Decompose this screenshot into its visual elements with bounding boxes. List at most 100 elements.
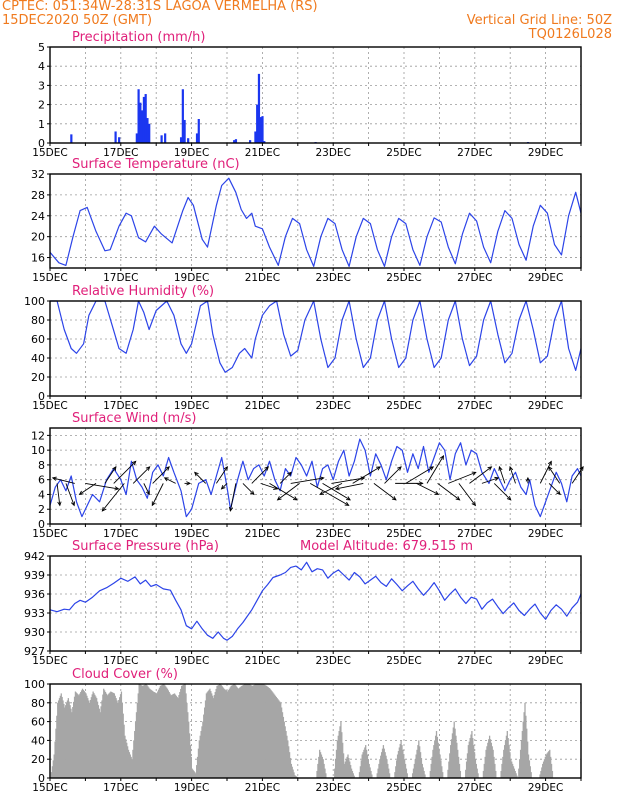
cloud-bar — [262, 684, 264, 778]
cloud-bar — [388, 768, 390, 778]
wind-arrow — [277, 483, 300, 501]
cloud-bar — [257, 684, 260, 778]
wind-arrow — [132, 466, 151, 484]
cloud-bar — [508, 745, 510, 778]
cloud-bar — [193, 770, 195, 778]
wind-arrow — [221, 483, 228, 490]
cloud-bar — [507, 738, 509, 778]
cloud-bar — [291, 766, 293, 778]
cloud-bar — [437, 742, 439, 778]
cloud-bar — [73, 701, 75, 778]
cloud-bar — [229, 687, 231, 778]
wind-arrow-head — [145, 466, 151, 471]
cloud-bar — [175, 695, 177, 778]
x-tick-label: 23DEC — [315, 272, 350, 284]
cloud-bar — [252, 685, 254, 778]
cloud-bar — [208, 689, 210, 778]
cloud-bar — [79, 693, 81, 778]
cloud-bar — [223, 688, 225, 778]
cloud-bar — [490, 742, 493, 778]
y-tick-label: 80 — [31, 697, 45, 710]
cloud-bar — [341, 732, 343, 778]
y-tick-label: 20 — [31, 371, 45, 384]
y-tick-label: 4 — [38, 488, 45, 501]
cloud-bar — [177, 698, 179, 778]
cloud-bar — [450, 745, 452, 778]
cloud-bar — [144, 684, 146, 778]
cloud-bar — [226, 690, 228, 778]
wind-arrow-head — [397, 466, 402, 471]
cloud-bar — [325, 773, 327, 778]
cloud-bar — [57, 700, 60, 778]
x-tick-label: 29DEC — [528, 782, 563, 794]
cloud-bar — [71, 712, 73, 778]
vertical-grid-note: Vertical Grid Line: 50Z — [466, 13, 612, 28]
cloud-bar — [84, 692, 86, 778]
cloud-bar — [547, 752, 549, 778]
cloud-bar — [100, 706, 102, 778]
cloud-bar — [268, 687, 270, 778]
cloud-bar — [261, 684, 263, 778]
cloud-bar — [338, 731, 340, 778]
cloud-bar — [113, 693, 116, 778]
panel-frame — [49, 427, 582, 525]
y-tick-label: 32 — [31, 168, 45, 181]
cloud-bar — [109, 692, 111, 778]
wind-arrow-head — [346, 496, 351, 501]
cloud-bar — [382, 745, 385, 778]
cloud-bar — [470, 734, 472, 778]
wind-arrow-head — [547, 460, 552, 466]
cloud-bar — [434, 735, 437, 778]
cloud-bar — [62, 700, 64, 778]
cloud-bar — [293, 772, 295, 778]
cloud-bar — [54, 741, 56, 778]
cloud-bar — [334, 759, 337, 778]
cloud-bar — [101, 700, 103, 778]
cloud-bar — [545, 754, 547, 778]
x-tick-label: 29DEC — [528, 147, 563, 159]
cloud-bar — [319, 752, 322, 778]
cloud-bar — [414, 759, 416, 778]
wind-arrow-head — [186, 481, 192, 486]
wind-arrow — [194, 472, 207, 484]
cloud-bar — [272, 692, 274, 778]
x-tick-label: 17DEC — [103, 655, 138, 667]
cloud-bar — [290, 763, 293, 778]
cloud-bar — [224, 689, 226, 778]
cloud-bar — [284, 726, 286, 778]
x-tick-label: 21DEC — [245, 655, 280, 667]
cloud-bar — [142, 685, 145, 778]
panel-rh: 0 20 40 60 80 100 15DEC 17DEC 19DEC 21DEC 23DEC 25D… — [24, 284, 582, 412]
cloud-bar — [123, 724, 125, 778]
precip-bar — [146, 118, 149, 143]
cloud-bar — [502, 756, 504, 778]
cloud-bar — [435, 731, 438, 778]
x-tick-label: 27DEC — [457, 400, 492, 412]
cloud-bar — [128, 752, 131, 778]
wind-arrow-head — [163, 477, 169, 482]
wind-line — [49, 438, 582, 518]
cloud-bar — [367, 759, 369, 778]
cloud-bar — [59, 695, 62, 778]
cloud-bar — [166, 688, 169, 778]
cloud-bar — [431, 756, 433, 778]
cloud-bar — [151, 690, 154, 778]
panel-frame — [49, 555, 582, 652]
cloud-bar — [316, 770, 318, 778]
y-tick-label: 2 — [38, 99, 45, 112]
cloud-bar — [181, 685, 184, 778]
precip-bar — [118, 137, 121, 143]
cloud-bar — [344, 761, 346, 778]
cloud-bar — [206, 692, 208, 778]
cloud-bar — [287, 740, 289, 778]
cloud-bar — [86, 695, 88, 778]
cloud-bar — [61, 696, 63, 778]
wind-arrow — [242, 483, 255, 495]
cloud-bar — [513, 768, 516, 778]
cloud-bar — [471, 731, 473, 778]
x-tick-label: 23DEC — [315, 147, 350, 159]
wind-arrow-head — [264, 466, 270, 471]
wind-arrow-head — [145, 490, 150, 496]
wind-arrow-head — [376, 466, 382, 471]
cloud-bar — [493, 756, 495, 778]
